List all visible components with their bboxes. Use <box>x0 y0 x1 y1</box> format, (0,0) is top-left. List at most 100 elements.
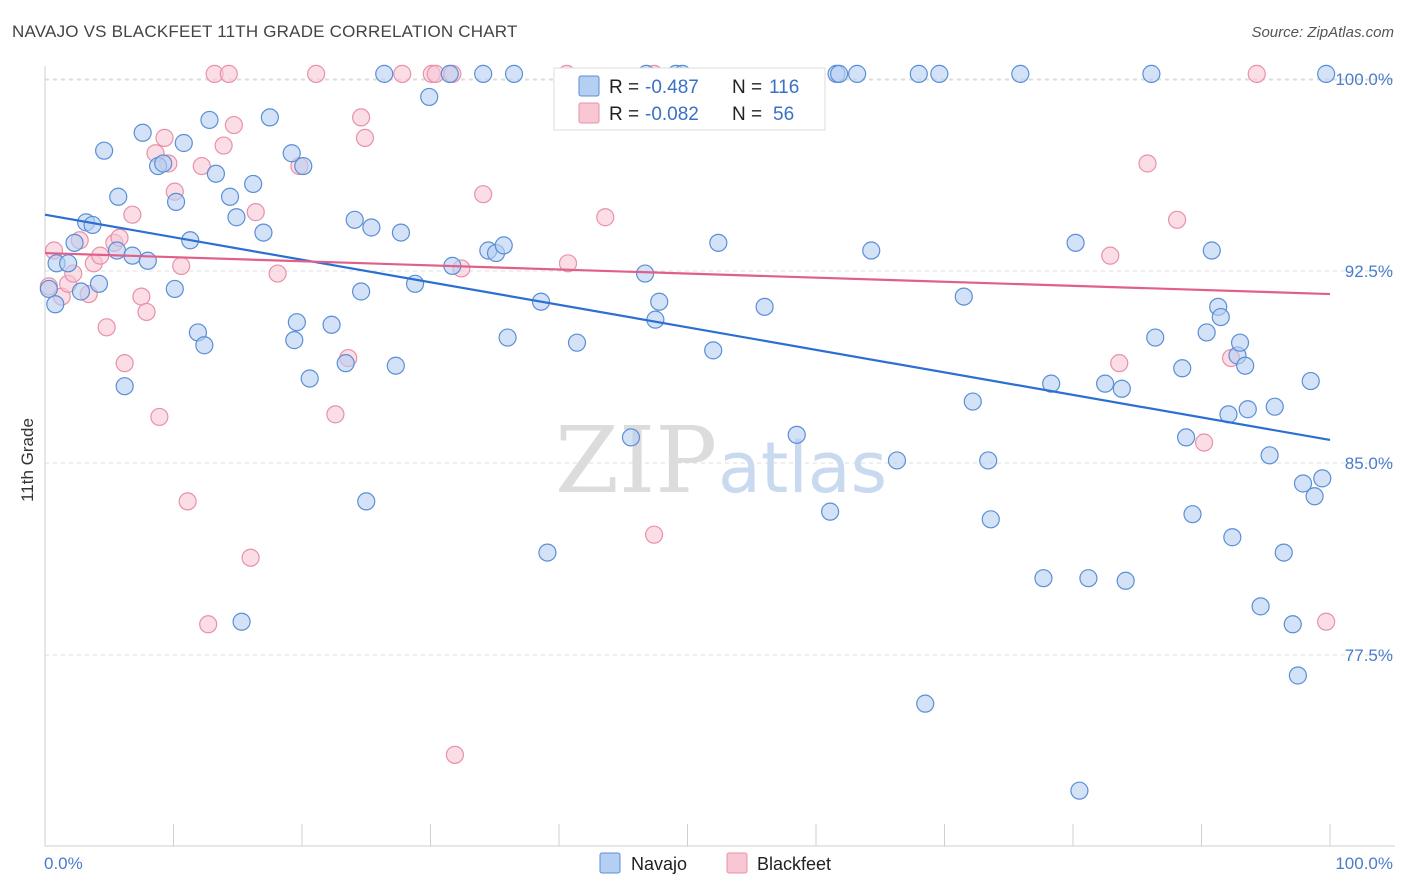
navajo-point <box>362 218 381 237</box>
navajo-point <box>227 208 246 227</box>
blackfeet-point <box>172 256 191 275</box>
navajo-point <box>133 123 152 142</box>
navajo-point <box>979 451 998 470</box>
navajo-point <box>440 64 459 83</box>
blackfeet-point <box>1138 154 1157 173</box>
navajo-point <box>195 336 214 355</box>
blackfeet-point <box>178 492 197 511</box>
x-tick-label-max: 100.0% <box>1335 854 1393 873</box>
legend-blackfeet-r-value: -0.082 <box>645 104 699 125</box>
legend-swatch-blackfeet <box>578 102 600 124</box>
navajo-point <box>1211 307 1230 327</box>
navajo-point <box>1283 615 1302 634</box>
navajo-point <box>1274 543 1293 562</box>
navajo-point <box>1251 597 1270 616</box>
blackfeet-point <box>326 405 345 424</box>
y-tick-label: 92.5% <box>1345 262 1393 281</box>
y-tick-label: 100.0% <box>1335 70 1393 89</box>
blackfeet-point <box>155 128 174 147</box>
navajo-point <box>46 295 65 314</box>
navajo-point <box>755 297 774 316</box>
y-axis-label: 11th Grade <box>18 418 37 502</box>
navajo-point <box>244 174 263 194</box>
blackfeet-point <box>355 128 375 147</box>
blackfeet-point <box>268 264 287 283</box>
navajo-point <box>704 341 723 360</box>
legend-navajo-n-value: 116 <box>769 77 799 98</box>
navajo-point <box>1301 371 1320 391</box>
navajo-point <box>981 510 1000 529</box>
navajo-point <box>787 425 806 444</box>
legend-blackfeet-r-label: R = <box>609 104 639 125</box>
navajo-point <box>200 110 219 130</box>
blackfeet-point <box>1110 354 1129 373</box>
navajo-point <box>621 428 641 447</box>
navajo-point <box>1096 374 1115 393</box>
blackfeet-point <box>1194 433 1214 452</box>
navajo-point <box>115 377 134 396</box>
bottom-legend-navajo: Navajo <box>631 854 687 874</box>
navajo-point <box>1176 428 1196 447</box>
navajo-point <box>282 144 301 163</box>
data-points <box>39 64 1336 800</box>
navajo-point <box>709 233 728 252</box>
legend-swatch-navajo <box>578 75 600 97</box>
navajo-point <box>1112 379 1131 398</box>
navajo-point <box>916 694 935 713</box>
navajo-point <box>1260 446 1279 465</box>
navajo-point <box>963 392 982 411</box>
navajo-point <box>232 612 251 631</box>
navajo-point <box>1223 528 1242 547</box>
blackfeet-point <box>307 64 326 83</box>
blackfeet-point <box>97 318 116 337</box>
bottom-legend-blackfeet: Blackfeet <box>757 854 831 874</box>
navajo-point <box>254 223 273 242</box>
navajo-point <box>1236 356 1255 375</box>
navajo-point <box>1142 64 1161 83</box>
blackfeet-point <box>596 208 615 227</box>
navajo-point <box>498 328 517 347</box>
navajo-point <box>386 356 405 375</box>
blackfeet-point <box>214 136 233 155</box>
blackfeet-point <box>123 205 142 224</box>
navajo-point <box>887 451 907 470</box>
gridlines: 77.5% 85.0% 92.5% 100.0% <box>45 70 1395 665</box>
chart-title: NAVAJO VS BLACKFEET 11TH GRADE CORRELATI… <box>12 22 518 41</box>
navajo-point <box>375 64 394 83</box>
blackfeet-point <box>445 745 465 764</box>
navajo-point <box>345 210 364 229</box>
navajo-point <box>220 187 240 206</box>
navajo-trend-line <box>44 213 1331 442</box>
bottom-legend-swatch-blackfeet <box>726 852 748 874</box>
navajo-point <box>1079 569 1098 588</box>
navajo-point <box>420 87 439 107</box>
navajo-point <box>1183 505 1202 524</box>
blackfeet-point <box>1101 246 1120 265</box>
navajo-point <box>166 192 186 211</box>
navajo-point <box>357 492 376 511</box>
navajo-point <box>1317 64 1336 83</box>
navajo-point <box>930 64 949 83</box>
navajo-point <box>322 315 341 334</box>
legend-blackfeet-n-label: N = <box>732 104 762 125</box>
watermark-zip: ZIP <box>555 407 717 514</box>
navajo-point <box>1265 397 1284 416</box>
blackfeet-point <box>132 287 151 306</box>
navajo-point <box>95 141 114 160</box>
blackfeet-point <box>246 203 265 222</box>
navajo-point <box>830 64 849 83</box>
navajo-point <box>1305 487 1324 506</box>
bottom-legend-swatch-navajo <box>599 852 621 874</box>
blackfeet-point <box>137 302 156 322</box>
navajo-point <box>1146 328 1165 347</box>
legend-navajo-r-value: -0.487 <box>645 77 699 98</box>
blackfeet-point <box>1167 210 1187 229</box>
navajo-point <box>1066 233 1085 252</box>
navajo-point <box>504 64 524 83</box>
navajo-point <box>89 274 109 293</box>
navajo-point <box>71 282 91 301</box>
bottom-legend: Navajo Blackfeet <box>599 852 831 874</box>
navajo-point <box>821 502 840 521</box>
navajo-point <box>1202 241 1221 260</box>
